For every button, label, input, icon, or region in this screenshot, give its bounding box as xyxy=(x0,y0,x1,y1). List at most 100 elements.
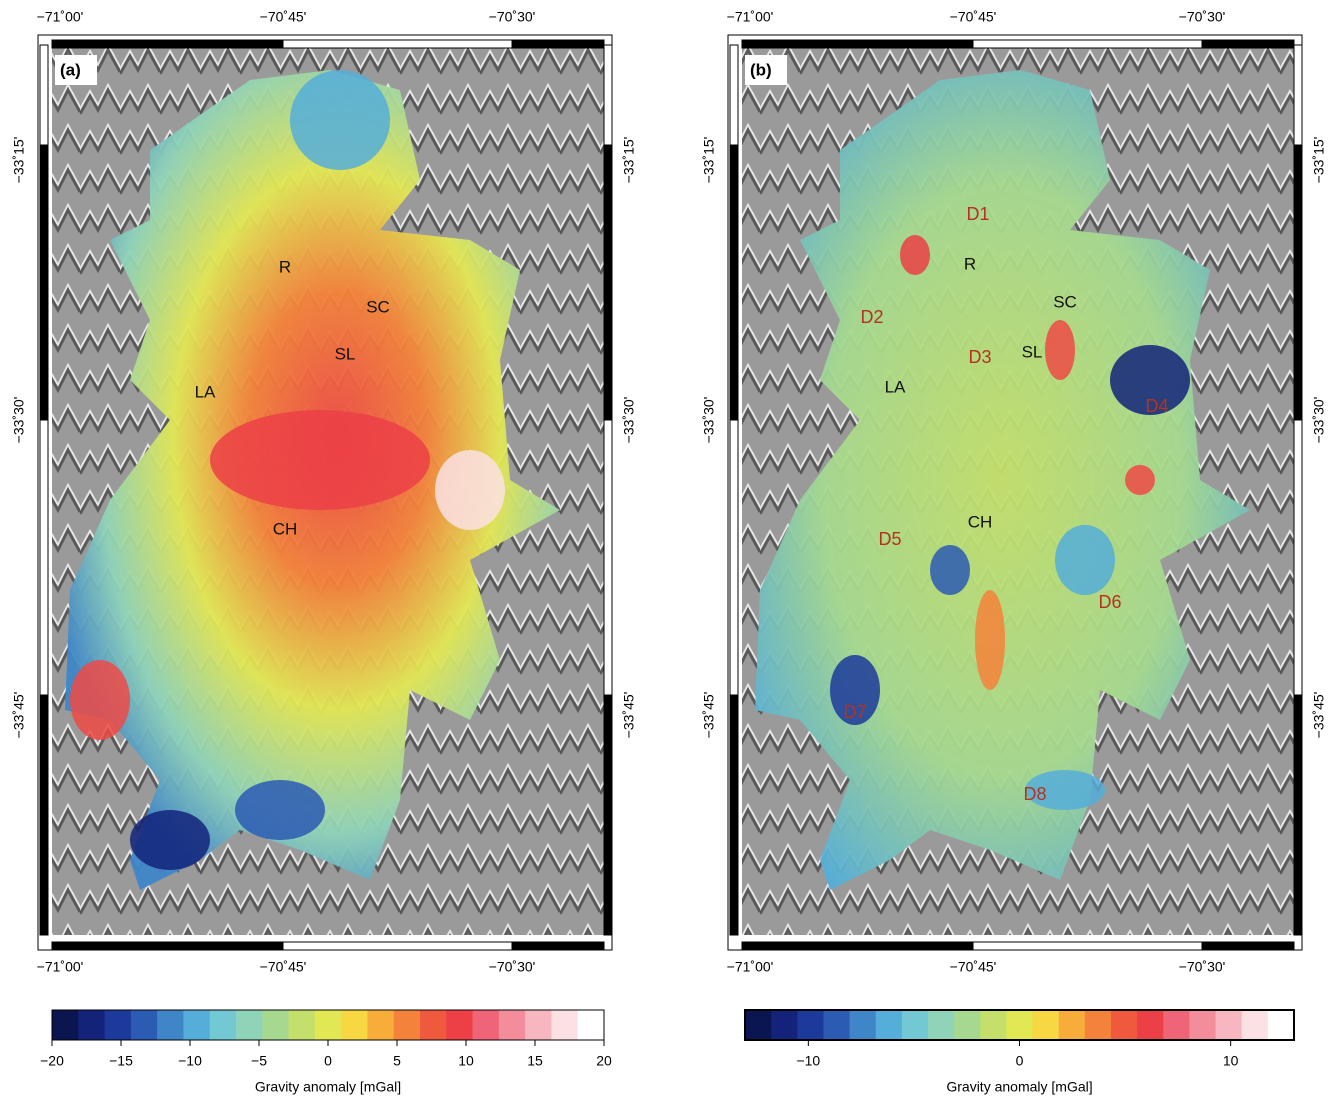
place-label: SC xyxy=(366,297,390,316)
place-label: D3 xyxy=(968,347,991,367)
colorbar-swatch xyxy=(1006,1010,1033,1040)
anomaly-blob xyxy=(975,590,1005,690)
anomaly-blob xyxy=(930,545,970,595)
colorbar-swatch xyxy=(1216,1010,1243,1040)
anomaly-blob xyxy=(1055,525,1115,595)
x-tick-label: −70˚30' xyxy=(489,959,536,975)
place-label: LA xyxy=(885,377,906,396)
colorbar-swatch xyxy=(954,1010,981,1040)
x-tick-label: −70˚45' xyxy=(260,9,307,25)
panel-label: (a) xyxy=(60,60,81,79)
y-tick-label: −33˚30' xyxy=(621,397,637,444)
place-label: D8 xyxy=(1023,784,1046,804)
y-tick-label: −33˚15' xyxy=(701,137,717,184)
frame-bar xyxy=(40,45,48,145)
frame-bar xyxy=(730,145,738,420)
colorbar-tick-label: −10 xyxy=(178,1053,202,1069)
colorbar-swatch xyxy=(262,1010,289,1040)
colorbar-swatch xyxy=(157,1010,184,1040)
x-tick-label: −70˚45' xyxy=(950,959,997,975)
colorbar-swatch xyxy=(1059,1010,1086,1040)
colorbar-swatch xyxy=(236,1010,263,1040)
x-tick-label: −71˚00' xyxy=(37,9,84,25)
frame-bar xyxy=(973,942,1202,950)
colorbar-swatch xyxy=(1163,1010,1190,1040)
anomaly-blob xyxy=(290,70,390,170)
place-label: D5 xyxy=(878,529,901,549)
x-tick-label: −70˚30' xyxy=(1179,9,1226,25)
colorbar-swatch xyxy=(1242,1010,1269,1040)
colorbar-swatch xyxy=(771,1010,798,1040)
x-tick-label: −71˚00' xyxy=(727,9,774,25)
map-panel: (b)−71˚00'−71˚00'−70˚45'−70˚45'−70˚30'−7… xyxy=(701,9,1327,1095)
frame-bar xyxy=(604,420,612,695)
colorbar-swatch xyxy=(394,1010,421,1040)
frame-bar xyxy=(604,45,612,145)
colorbar-swatch xyxy=(1033,1010,1060,1040)
colorbar-swatch xyxy=(928,1010,955,1040)
place-label: SL xyxy=(1022,342,1043,361)
colorbar-tick-label: 10 xyxy=(458,1053,474,1069)
colorbar-swatch xyxy=(1137,1010,1164,1040)
colorbar-swatch xyxy=(131,1010,158,1040)
frame-bar xyxy=(52,40,283,48)
colorbar-swatch xyxy=(876,1010,903,1040)
colorbar-swatch xyxy=(367,1010,394,1040)
colorbar-swatch xyxy=(745,1010,772,1040)
place-label: R xyxy=(964,254,976,273)
colorbar-swatch xyxy=(1268,1010,1295,1040)
colorbar-tick-label: 20 xyxy=(596,1053,612,1069)
frame-bar xyxy=(973,40,1202,48)
colorbar-swatch xyxy=(525,1010,552,1040)
frame-bar xyxy=(604,145,612,420)
place-label: D4 xyxy=(1145,396,1168,416)
colorbar-swatch xyxy=(551,1010,578,1040)
colorbar-tick-label: 15 xyxy=(527,1053,543,1069)
frame-bar xyxy=(1294,420,1302,695)
anomaly-blob xyxy=(900,235,930,275)
place-label: D6 xyxy=(1098,592,1121,612)
colorbar-swatch xyxy=(446,1010,473,1040)
colorbar-swatch xyxy=(850,1010,877,1040)
colorbar-swatch xyxy=(823,1010,850,1040)
frame-bar xyxy=(730,695,738,935)
y-tick-label: −33˚15' xyxy=(1311,137,1327,184)
x-tick-label: −71˚00' xyxy=(37,959,84,975)
y-tick-label: −33˚45' xyxy=(1311,692,1327,739)
colorbar-swatch xyxy=(1085,1010,1112,1040)
colorbar-swatch xyxy=(420,1010,447,1040)
anomaly-blob xyxy=(70,660,130,740)
x-tick-label: −70˚45' xyxy=(950,9,997,25)
colorbar-swatch xyxy=(499,1010,526,1040)
colorbar-swatch xyxy=(473,1010,500,1040)
figure: (a) −71˚00' −71˚00' −70˚45' −70˚45' −70˚30' −7… xyxy=(0,0,1344,1101)
frame-bar xyxy=(52,942,283,950)
anomaly-blob xyxy=(1045,320,1075,380)
frame-bar xyxy=(40,695,48,935)
colorbar-swatch xyxy=(105,1010,132,1040)
colorbar-swatch xyxy=(902,1010,929,1040)
place-label: D2 xyxy=(860,307,883,327)
y-tick-label: −33˚30' xyxy=(701,397,717,444)
frame-bar xyxy=(1294,695,1302,935)
colorbar-swatch xyxy=(183,1010,210,1040)
frame-bar xyxy=(512,40,604,48)
x-tick-label: −70˚30' xyxy=(489,9,536,25)
y-tick-label: −33˚15' xyxy=(621,137,637,184)
colorbar-tick-label: −20 xyxy=(40,1053,64,1069)
place-label: D7 xyxy=(843,702,866,722)
anomaly-blob xyxy=(130,810,210,870)
x-tick-label: −70˚30' xyxy=(1179,959,1226,975)
y-tick-label: −33˚45' xyxy=(701,692,717,739)
anomaly-blob xyxy=(210,410,430,510)
colorbar-swatch xyxy=(52,1010,79,1040)
frame-bar xyxy=(512,942,604,950)
place-label: R xyxy=(279,257,291,276)
colorbar-tick-label: −5 xyxy=(251,1053,267,1069)
place-label: SC xyxy=(1053,292,1077,311)
colorbar-tick-label: 0 xyxy=(1016,1053,1024,1069)
frame-bar xyxy=(1294,145,1302,420)
y-tick-label: −33˚30' xyxy=(11,397,27,444)
colorbar-swatch xyxy=(980,1010,1007,1040)
place-label: CH xyxy=(273,519,298,538)
